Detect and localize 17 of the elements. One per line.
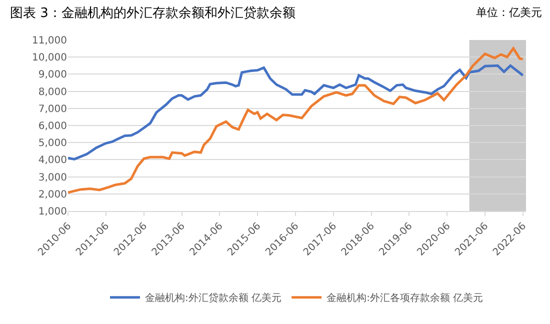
y-tick-label: 9,000	[38, 70, 67, 81]
y-tick-label: 11,000	[32, 36, 67, 46]
y-tick-label: 8,000	[38, 86, 67, 98]
y-tick-label: 5,000	[38, 138, 67, 150]
line-series	[68, 47, 524, 194]
line-series	[68, 64, 524, 160]
chart-title: 图表 3：金融机构的外汇存款余额和外汇贷款余额	[10, 6, 296, 21]
y-tick-label: 4,000	[38, 155, 67, 166]
y-tick-label: 1,000	[38, 206, 67, 218]
y-tick-label: 2,000	[38, 189, 67, 200]
y-tick-label: 6,000	[38, 121, 67, 132]
y-tick-label: 3,000	[38, 172, 67, 184]
text: 单位：亿美元	[476, 6, 542, 19]
legend-label: 金融机构:外汇各项存款余额 亿美元	[326, 292, 484, 304]
y-tick-label: 10,000	[32, 52, 67, 64]
y-tick-label: 7,000	[38, 104, 67, 115]
legend-label: 金融机构:外汇贷款余额 亿美元	[145, 292, 282, 304]
